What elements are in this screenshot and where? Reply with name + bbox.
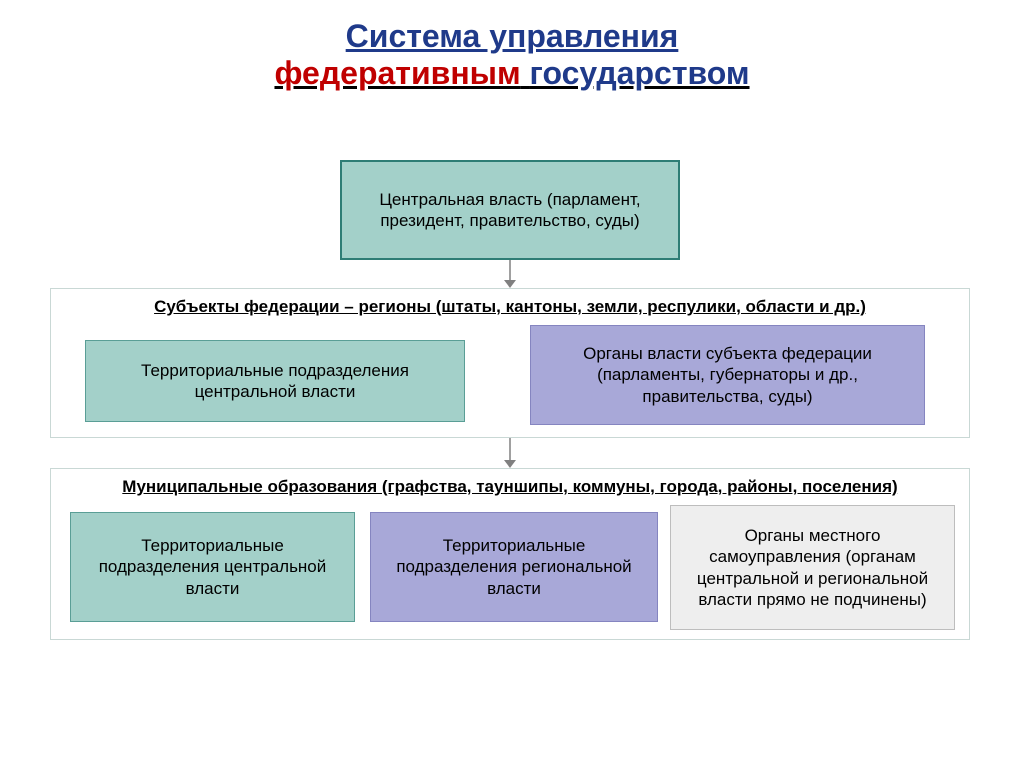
arrow-top-to-level2 [500,260,520,288]
local-selfgov-text: Органы местного самоуправления (органам … [681,525,944,610]
title-word-main: государством [530,55,750,91]
diagram-title: Система управления федеративным государс… [0,0,1024,92]
territorial-divisions-central-text: Территориальные подразделения центрально… [96,360,454,403]
muni-territorial-regional-box: Территориальные подразделения региональн… [370,512,658,622]
muni-territorial-central-box: Территориальные подразделения центрально… [70,512,355,622]
central-authority-box: Центральная власть (парламент, президент… [340,160,680,260]
title-line1: Система управления [0,18,1024,55]
title-word-accent: федеративным [274,55,520,91]
territorial-divisions-central-box: Территориальные подразделения центрально… [85,340,465,422]
arrow-level2-to-level3 [500,438,520,468]
subject-authorities-text: Органы власти субъекта федерации (парлам… [541,343,914,407]
municipal-formations-header: Муниципальные образования (графства, тау… [51,477,969,497]
central-authority-text: Центральная власть (парламент, президент… [352,189,668,232]
subject-authorities-box: Органы власти субъекта федерации (парлам… [530,325,925,425]
local-selfgov-box: Органы местного самоуправления (органам … [670,505,955,630]
muni-territorial-central-text: Территориальные подразделения центрально… [81,535,344,599]
muni-territorial-regional-text: Территориальные подразделения региональн… [381,535,647,599]
federation-subjects-header: Субъекты федерации – регионы (штаты, кан… [51,297,969,317]
title-line2: федеративным государством [0,55,1024,92]
